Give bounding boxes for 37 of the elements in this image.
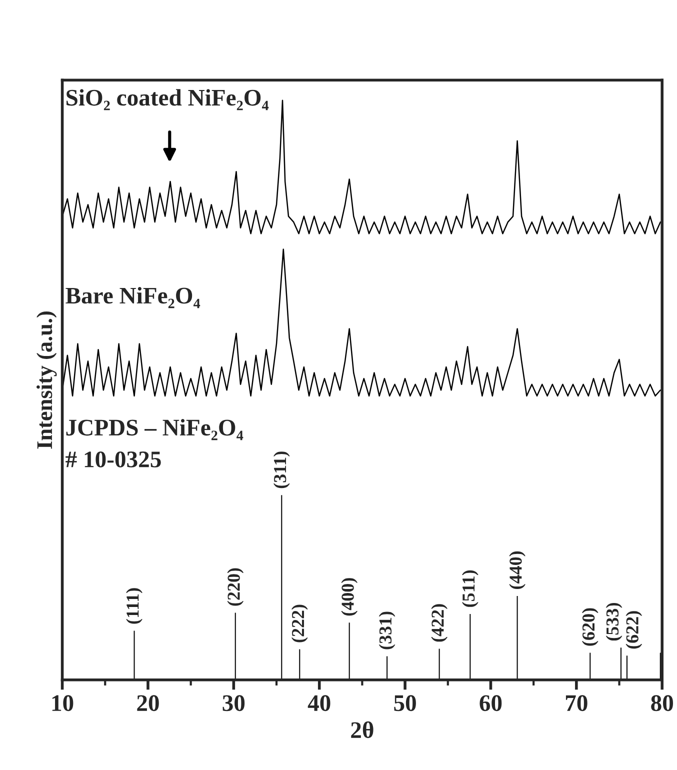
bar — [468, 612, 472, 680]
x-axis-title: 2θ — [351, 721, 374, 738]
bar — [347, 621, 352, 680]
x-tick-label: 10 — [52, 695, 74, 712]
x-tick-label: 60 — [480, 695, 502, 712]
bar — [625, 654, 629, 680]
x-tick-label: 20 — [137, 695, 159, 712]
annotation: (400) — [341, 578, 358, 616]
annotation: (511) — [462, 570, 478, 607]
bar — [298, 648, 302, 680]
bar — [132, 629, 136, 680]
x-tick-label: 80 — [651, 695, 674, 712]
bar — [588, 651, 592, 680]
y-axis-title: Intensity (a.u.) — [36, 312, 57, 449]
annotation: JCPDS – NiFe₂O₄ — [66, 418, 244, 440]
annotation: (331) — [378, 612, 396, 650]
bar — [233, 611, 238, 680]
annotation: (220) — [227, 568, 244, 606]
bar — [619, 646, 623, 680]
series-label: SiO₂ coated NiFe₂O₄ — [66, 89, 269, 110]
bar — [515, 594, 520, 680]
annotation: (111) — [126, 588, 142, 624]
annotation: (311) — [273, 452, 290, 488]
annotation: (440) — [509, 551, 526, 589]
annotation: (533) — [606, 603, 622, 641]
x-tick-label: 50 — [394, 695, 416, 712]
series-label: Bare NiFe₂O₄ — [66, 287, 200, 308]
annotation: (622) — [626, 611, 642, 649]
annotation: (422) — [431, 604, 448, 642]
annotation: (620) — [582, 608, 598, 646]
annotation: # 10-0325 — [66, 451, 161, 468]
bar — [280, 494, 284, 680]
x-tick-label: 40 — [308, 695, 330, 712]
annotation: (222) — [291, 604, 308, 642]
x-tick-label: 30 — [222, 695, 245, 712]
x-tick-label: 70 — [566, 695, 588, 712]
bar — [385, 654, 389, 680]
